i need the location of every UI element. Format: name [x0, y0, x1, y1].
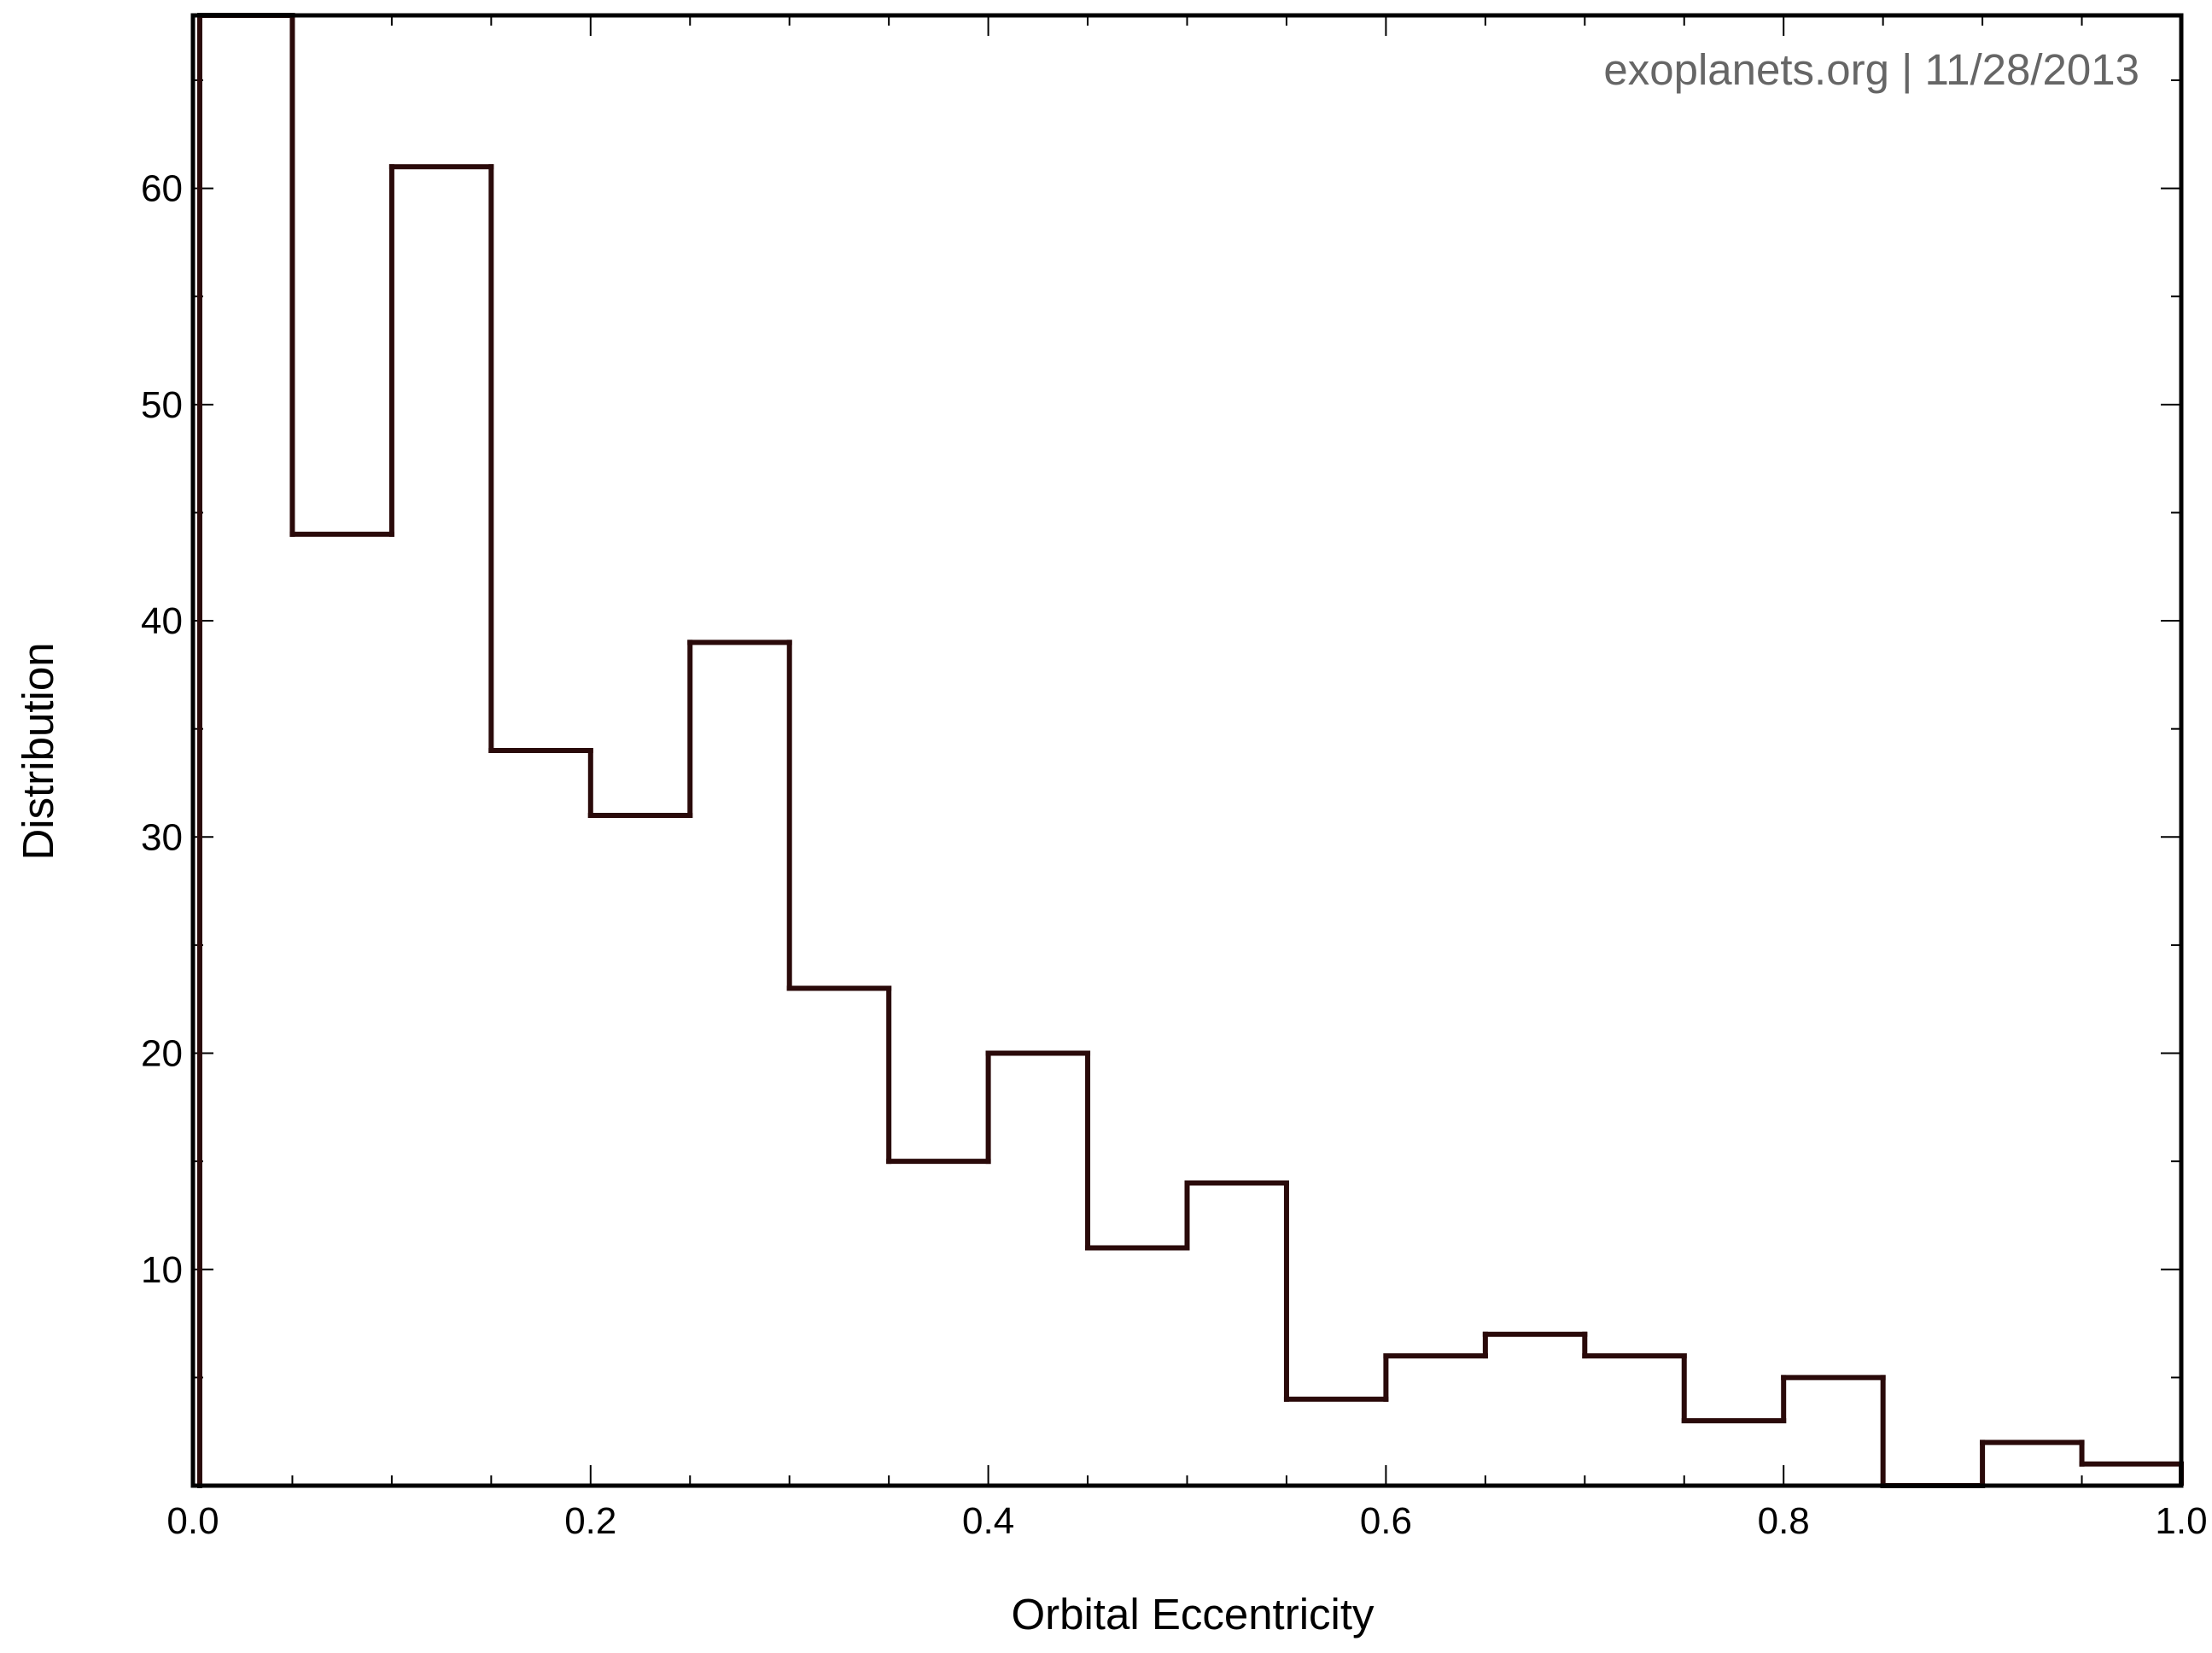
x-tick-label: 0.8: [1758, 1500, 1810, 1542]
x-tick-label: 1.0: [2155, 1500, 2207, 1542]
x-tick-label: 0.0: [166, 1500, 219, 1542]
y-tick-label: 60: [141, 168, 183, 210]
x-tick-label: 0.2: [564, 1500, 616, 1542]
plot-frame: [190, 13, 2184, 1488]
y-tick-label: 20: [141, 1033, 183, 1075]
x-tick-label: 0.6: [1360, 1500, 1412, 1542]
y-tick-label: 40: [141, 600, 183, 642]
x-axis-label: Orbital Eccentricity: [1011, 1590, 1374, 1638]
y-axis-label: Distribution: [14, 642, 62, 860]
x-tick-label: 0.4: [962, 1500, 1014, 1542]
tick-labels: 0.0 0.2 0.4 0.6 0.8 1.0 10 20 30 40 50 60: [141, 168, 2208, 1542]
y-tick-label: 30: [141, 816, 183, 858]
plot-border: [190, 13, 2184, 1488]
y-tick-label: 50: [141, 384, 183, 426]
y-tick-label: 10: [141, 1249, 183, 1291]
annotation-text: exoplanets.org | 11/28/2013: [1603, 45, 2139, 94]
